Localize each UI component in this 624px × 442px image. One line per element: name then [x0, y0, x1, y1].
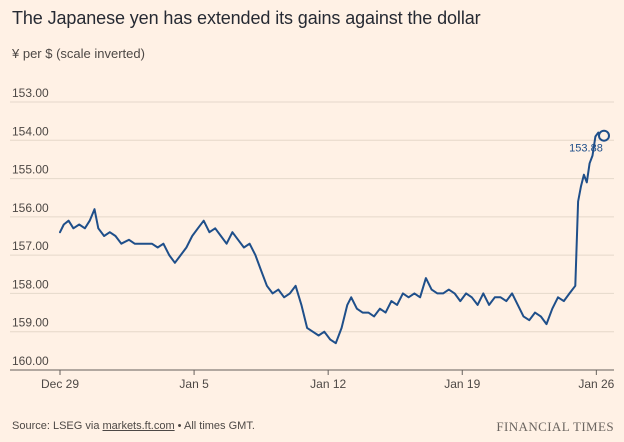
y-axis-label: ¥ per $ (scale inverted)	[12, 46, 145, 61]
y-tick-label: 156.00	[12, 201, 49, 215]
last-value-marker	[598, 129, 610, 142]
annotation-layer: 153.88	[569, 129, 610, 155]
y-tick-label: 160.00	[12, 354, 49, 368]
source-link[interactable]: markets.ft.com	[102, 420, 175, 432]
y-tick-label: 157.00	[12, 239, 49, 253]
last-value-label: 153.88	[569, 143, 603, 155]
y-tick-label: 154.00	[12, 124, 49, 138]
source-prefix: Source: LSEG via	[12, 420, 103, 432]
series-line-usdjpy	[59, 131, 605, 345]
ft-logo: FINANCIAL TIMES	[496, 419, 614, 434]
series-layer	[59, 131, 605, 345]
x-tick-label: Jan 12	[310, 377, 346, 391]
x-tick-label: Jan 19	[444, 377, 480, 391]
x-tick-labels: Dec 29 Jan 5 Jan 12 Jan 19 Jan 26	[41, 370, 615, 391]
y-tick-label: 159.00	[12, 316, 49, 330]
grid-layer	[10, 101, 614, 371]
chart-title: The Japanese yen has extended its gains …	[12, 8, 481, 28]
y-tick-label: 153.00	[12, 86, 49, 100]
x-tick-label: Dec 29	[41, 377, 79, 391]
source-note: Source: LSEG via markets.ft.com • All ti…	[12, 420, 255, 432]
source-suffix: • All times GMT.	[174, 420, 255, 432]
y-tick-label: 155.00	[12, 163, 49, 177]
x-tick-label: Jan 5	[179, 377, 209, 391]
x-tick-label: Jan 26	[578, 377, 614, 391]
y-tick-labels: 153.00 154.00 155.00 156.00 157.00 158.00 159.…	[12, 86, 49, 368]
y-tick-label: 158.00	[12, 277, 49, 291]
